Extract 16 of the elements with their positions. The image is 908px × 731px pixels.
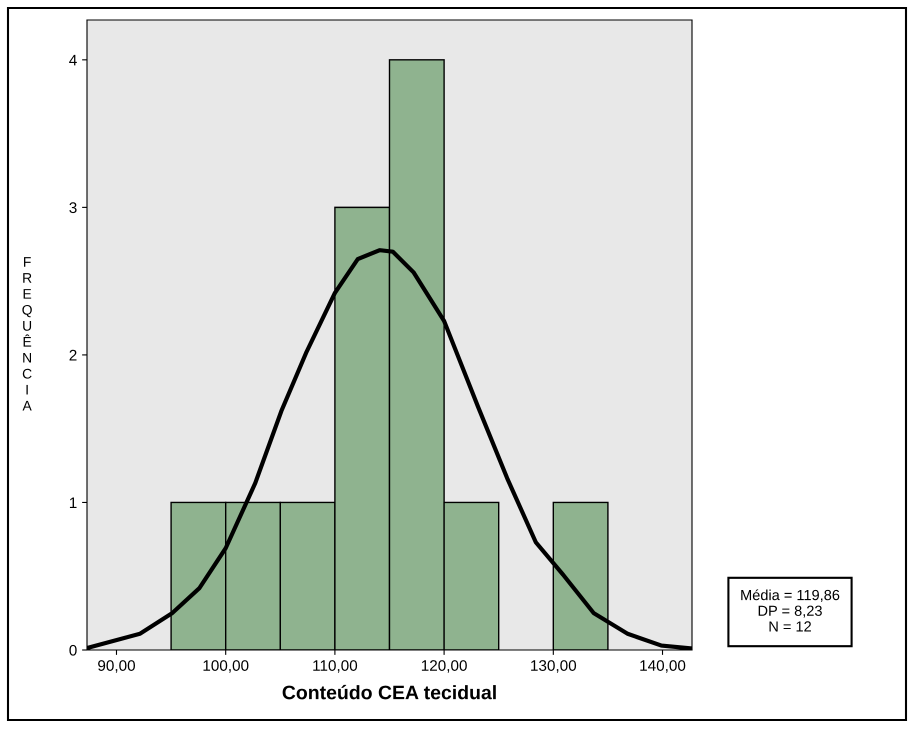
x-tick-label: 90,00: [98, 660, 136, 673]
text: DP = 8,23: [758, 606, 822, 618]
x-tick-label: 140,00: [640, 660, 686, 673]
text: Média = 119,86: [741, 589, 840, 602]
y-tick-label: 2: [70, 350, 77, 360]
x-tick-label: 100,00: [203, 660, 248, 673]
x-tick-label: 110,00: [313, 660, 358, 673]
x-axis-title: Conteúdo CEA tecidual: [282, 684, 496, 700]
y-tick-label: 4: [69, 54, 77, 66]
x-tick-label: 130,00: [531, 660, 576, 673]
y-tick-label: 0: [69, 644, 77, 656]
y-tick-label: 3: [69, 202, 77, 214]
text: FREQUÊNCIA: [22, 257, 32, 410]
y-tick-label: 1: [70, 497, 77, 508]
text: N = 12: [770, 621, 811, 632]
x-tick-label: 120,00: [422, 660, 467, 673]
